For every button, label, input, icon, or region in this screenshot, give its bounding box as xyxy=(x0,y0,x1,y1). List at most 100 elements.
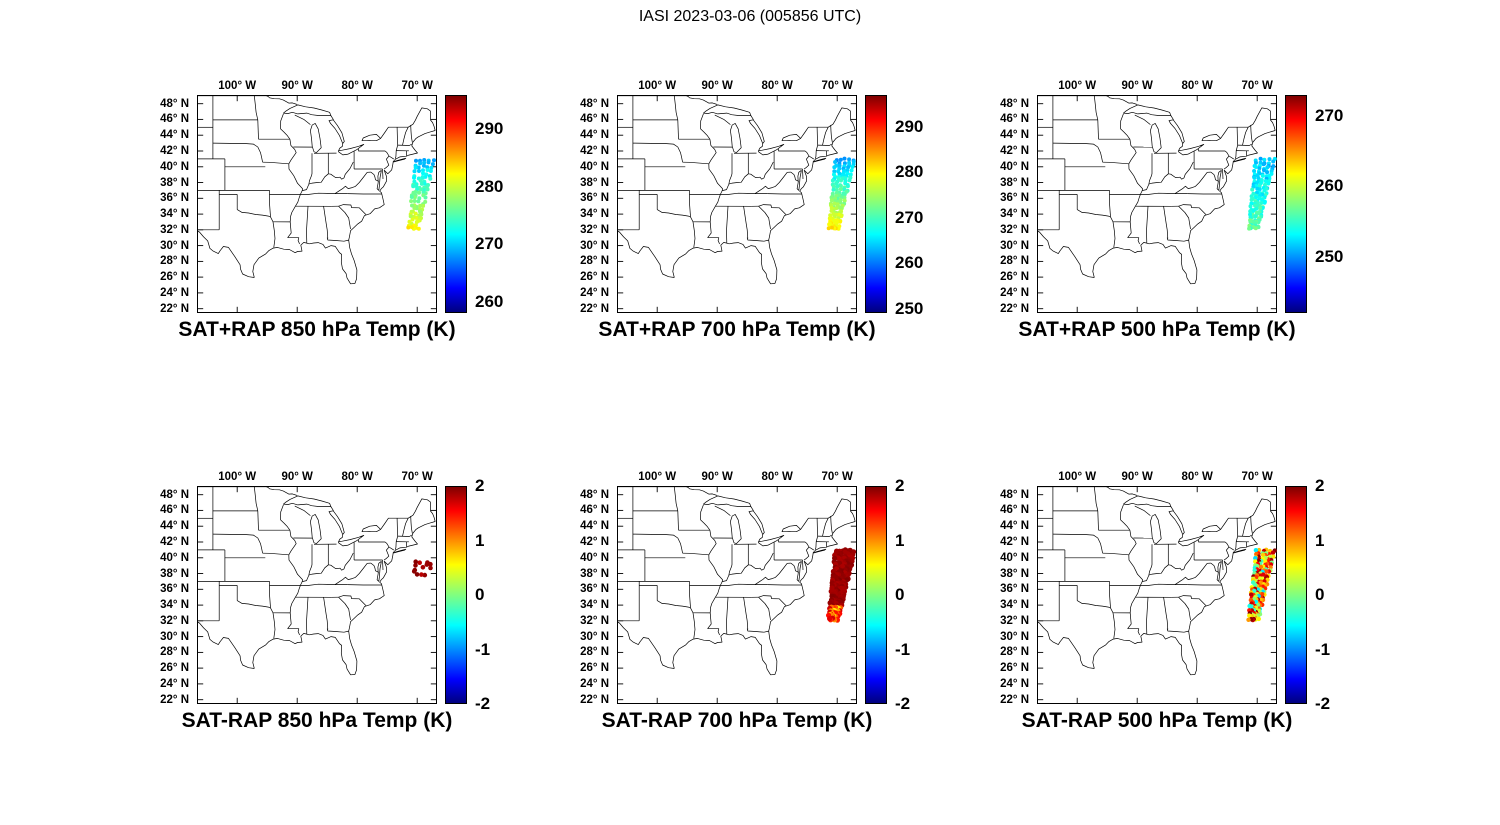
colorbar: 2 1 0 -1 -2 xyxy=(865,476,949,713)
map-canvas xyxy=(197,486,437,704)
lat-tick-label: 26° N xyxy=(1000,662,1029,675)
colorbar: 270 260 250 xyxy=(1285,95,1369,313)
lon-tick-label: 80° W xyxy=(341,80,373,92)
lat-tick-label: 34° N xyxy=(1000,599,1029,612)
lat-tick-label: 28° N xyxy=(580,255,609,268)
colorbar-tick-label: 0 xyxy=(1315,585,1325,604)
observation-swath-layer xyxy=(1247,156,1277,231)
map-canvas xyxy=(197,95,437,313)
observation-swath-layer xyxy=(826,547,857,623)
lon-tick-label: 100° W xyxy=(218,80,257,92)
lat-tick-label: 46° N xyxy=(160,113,189,126)
map-panel-3: 100° W 90° W 80° W 70° W 48° N 46° N 44° N 42°… xyxy=(989,71,1369,363)
lat-tick-label: 30° N xyxy=(160,630,189,643)
lat-tick-label: 42° N xyxy=(1000,536,1029,548)
state-boundaries-layer xyxy=(1037,95,1276,285)
lon-tick-label: 70° W xyxy=(821,471,853,483)
colorbar-tick-label: 250 xyxy=(1315,246,1344,266)
colorbar-tick-label: -2 xyxy=(1315,694,1331,713)
lat-tick-label: 38° N xyxy=(580,176,609,189)
lat-tick-label: 44° N xyxy=(160,520,189,533)
latitude-axis: 48° N 46° N 44° N 42° N 40° N 38° N 36° N 34° N… xyxy=(569,95,613,315)
colorbar-tick-label: 250 xyxy=(895,298,924,318)
lat-tick-label: 42° N xyxy=(160,536,189,548)
state-boundaries-layer xyxy=(197,486,436,676)
longitude-axis: 100° W 90° W 80° W 70° W xyxy=(617,71,857,95)
colorbar-tick-label: 260 xyxy=(475,291,504,311)
map-panel-1: 100° W 90° W 80° W 70° W 48° N 46° N 44° N 42°… xyxy=(149,71,529,363)
lat-tick-label: 26° N xyxy=(1000,271,1029,284)
lat-tick-label: 36° N xyxy=(160,583,189,596)
observation-swath-layer xyxy=(411,559,433,578)
lat-tick-label: 38° N xyxy=(1000,567,1029,580)
lat-tick-label: 30° N xyxy=(160,239,189,252)
map-frame xyxy=(1037,486,1277,704)
lat-tick-label: 38° N xyxy=(160,176,189,189)
lon-tick-label: 100° W xyxy=(1058,471,1097,483)
map-panel-4: 100° W 90° W 80° W 70° W 48° N 46° N 44° N 42°… xyxy=(149,462,529,754)
map-panel-6: 100° W 90° W 80° W 70° W 48° N 46° N 44° N 42°… xyxy=(989,462,1369,754)
panel-title: SAT+RAP 500 hPa Temp (K) xyxy=(1018,318,1296,341)
lon-tick-label: 70° W xyxy=(1241,471,1273,483)
longitude-axis: 100° W 90° W 80° W 70° W xyxy=(1037,462,1277,486)
lat-tick-label: 32° N xyxy=(1000,614,1029,627)
axis-ticks xyxy=(197,95,437,313)
great-lakes-layer xyxy=(283,104,381,156)
map-frame xyxy=(617,95,857,313)
lon-tick-label: 90° W xyxy=(701,471,733,483)
lat-tick-label: 48° N xyxy=(160,97,189,110)
lat-tick-label: 44° N xyxy=(580,129,609,142)
colorbar-tick-label: -2 xyxy=(475,694,491,713)
colorbar-gradient xyxy=(445,486,467,704)
lat-tick-label: 40° N xyxy=(160,551,189,564)
lon-tick-label: 100° W xyxy=(1058,80,1097,92)
colorbar-tick-label: 280 xyxy=(895,162,924,182)
lat-tick-label: 28° N xyxy=(1000,255,1029,268)
latitude-axis: 48° N 46° N 44° N 42° N 40° N 38° N 36° N 34° N… xyxy=(149,95,193,315)
colorbar-tick-label: 260 xyxy=(1315,176,1344,196)
great-lakes-layer xyxy=(703,104,801,156)
panel-title: SAT-RAP 700 hPa Temp (K) xyxy=(601,709,873,732)
axis-ticks xyxy=(197,486,437,704)
map-frame xyxy=(617,486,857,704)
longitude-axis: 100° W 90° W 80° W 70° W xyxy=(197,71,437,95)
lat-tick-label: 40° N xyxy=(1000,551,1029,564)
state-boundaries-layer xyxy=(617,486,856,676)
map-frame xyxy=(1037,95,1277,313)
colorbar-gradient xyxy=(1285,95,1307,313)
lat-tick-label: 26° N xyxy=(580,271,609,284)
colorbar-tick-label: 1 xyxy=(475,530,485,550)
figure-title: IASI 2023-03-06 (005856 UTC) xyxy=(638,8,862,25)
colorbar-tick-label: -1 xyxy=(1315,639,1331,659)
map-canvas xyxy=(1037,486,1277,704)
lon-tick-label: 80° W xyxy=(761,80,793,92)
lat-tick-label: 34° N xyxy=(580,208,609,221)
lat-tick-label: 42° N xyxy=(580,536,609,548)
longitude-axis: 100° W 90° W 80° W 70° W xyxy=(1037,71,1277,95)
colorbar-tick-label: 2 xyxy=(895,476,905,495)
lat-tick-label: 46° N xyxy=(580,504,609,517)
lat-tick-label: 26° N xyxy=(580,662,609,675)
axis-ticks xyxy=(1037,486,1277,704)
lat-tick-label: 44° N xyxy=(1000,520,1029,533)
great-lakes-layer xyxy=(1123,104,1221,156)
colorbar-tick-label: 2 xyxy=(1315,476,1325,495)
lat-tick-label: 46° N xyxy=(1000,113,1029,126)
lat-tick-label: 36° N xyxy=(1000,192,1029,205)
colorbar-tick-label: 290 xyxy=(475,119,504,139)
lon-tick-label: 80° W xyxy=(761,471,793,483)
axis-ticks xyxy=(617,95,857,313)
lat-tick-label: 24° N xyxy=(1000,286,1029,299)
colorbar-tick-label: 270 xyxy=(1315,106,1344,126)
latitude-axis: 48° N 46° N 44° N 42° N 40° N 38° N 36° N 34° N… xyxy=(149,486,193,706)
lat-tick-label: 40° N xyxy=(580,551,609,564)
panel-title: SAT-RAP 500 hPa Temp (K) xyxy=(1021,709,1293,732)
longitude-axis: 100° W 90° W 80° W 70° W xyxy=(617,462,857,486)
map-canvas xyxy=(617,95,857,313)
lat-tick-label: 28° N xyxy=(1000,646,1029,659)
lat-tick-label: 22° N xyxy=(160,693,189,706)
colorbar-tick-label: 1 xyxy=(1315,530,1325,550)
colorbar-tick-label: 270 xyxy=(475,234,504,254)
axis-ticks xyxy=(1037,95,1277,313)
